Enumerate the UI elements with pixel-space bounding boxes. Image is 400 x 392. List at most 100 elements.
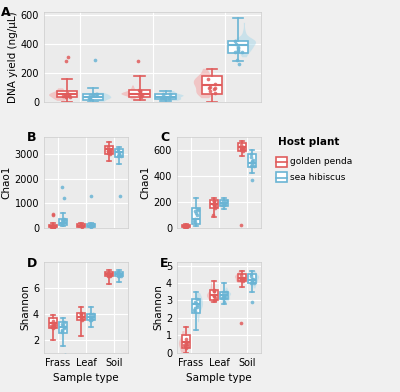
Point [116, 151, 122, 157]
Point [116, 272, 122, 279]
X-axis label: Sample type: Sample type [186, 373, 252, 383]
Point [86, 223, 93, 229]
Point [192, 305, 198, 312]
Point [59, 321, 65, 327]
Point [212, 295, 218, 301]
Point [58, 328, 65, 335]
Point [166, 94, 172, 101]
Text: D: D [27, 257, 38, 270]
Point [118, 153, 124, 159]
Y-axis label: Chao1: Chao1 [141, 165, 151, 199]
Point [183, 340, 190, 347]
Point [158, 95, 165, 101]
PathPatch shape [115, 149, 123, 156]
PathPatch shape [248, 154, 256, 167]
Y-axis label: Chao1: Chao1 [2, 165, 12, 199]
Point [78, 221, 84, 228]
Point [238, 147, 244, 153]
Point [115, 273, 121, 279]
PathPatch shape [210, 200, 218, 208]
Point [248, 163, 254, 169]
Point [249, 277, 256, 283]
PathPatch shape [156, 94, 176, 99]
Point [138, 92, 145, 98]
Y-axis label: Shannon: Shannon [20, 285, 30, 330]
PathPatch shape [192, 299, 200, 313]
Point [249, 278, 255, 285]
Point [184, 224, 190, 230]
Point [116, 152, 122, 158]
Point [181, 223, 188, 230]
Point [235, 45, 242, 51]
Point [212, 205, 218, 211]
Point [86, 223, 93, 229]
Point [105, 272, 112, 279]
Point [78, 317, 85, 323]
Point [183, 223, 190, 229]
Point [234, 57, 240, 63]
Point [86, 95, 92, 102]
Point [162, 94, 168, 100]
Point [107, 273, 114, 279]
Point [192, 210, 199, 216]
Point [115, 270, 122, 276]
PathPatch shape [129, 90, 150, 96]
Point [61, 325, 68, 332]
PathPatch shape [182, 225, 190, 227]
Point [183, 341, 190, 347]
Point [211, 287, 217, 294]
Point [78, 310, 84, 317]
Point [205, 76, 212, 82]
Point [238, 320, 244, 326]
Point [90, 221, 96, 228]
PathPatch shape [105, 145, 113, 154]
Point [66, 92, 72, 98]
Point [78, 313, 84, 319]
Point [93, 91, 100, 97]
Point [220, 289, 226, 295]
Point [194, 302, 200, 308]
Point [50, 211, 56, 217]
Point [105, 272, 111, 278]
Text: Host plant: Host plant [278, 137, 339, 147]
Point [89, 93, 96, 99]
Point [240, 278, 247, 284]
Point [238, 146, 244, 152]
Point [192, 308, 198, 314]
Point [210, 212, 216, 218]
Point [192, 218, 198, 225]
Point [78, 223, 84, 229]
Point [104, 270, 111, 276]
Point [192, 298, 198, 305]
Point [220, 299, 227, 305]
Point [60, 93, 66, 99]
PathPatch shape [87, 314, 95, 320]
PathPatch shape [59, 322, 67, 333]
Point [210, 86, 217, 92]
Point [78, 314, 85, 320]
Point [106, 272, 113, 278]
Point [220, 202, 227, 209]
PathPatch shape [228, 41, 248, 53]
Point [238, 145, 244, 151]
Point [138, 93, 144, 100]
Point [62, 352, 68, 359]
Point [50, 325, 56, 331]
Point [64, 89, 71, 96]
Point [78, 310, 84, 316]
Point [166, 91, 173, 97]
Point [194, 304, 200, 310]
Point [88, 315, 94, 321]
Point [105, 272, 112, 278]
Point [220, 201, 227, 207]
Point [222, 198, 229, 204]
X-axis label: Sample type: Sample type [53, 373, 119, 383]
Point [192, 208, 198, 214]
Point [116, 150, 122, 156]
Point [182, 223, 189, 229]
Point [249, 276, 256, 282]
Point [59, 217, 65, 223]
Point [136, 91, 142, 97]
Point [233, 41, 239, 47]
Point [86, 96, 93, 102]
